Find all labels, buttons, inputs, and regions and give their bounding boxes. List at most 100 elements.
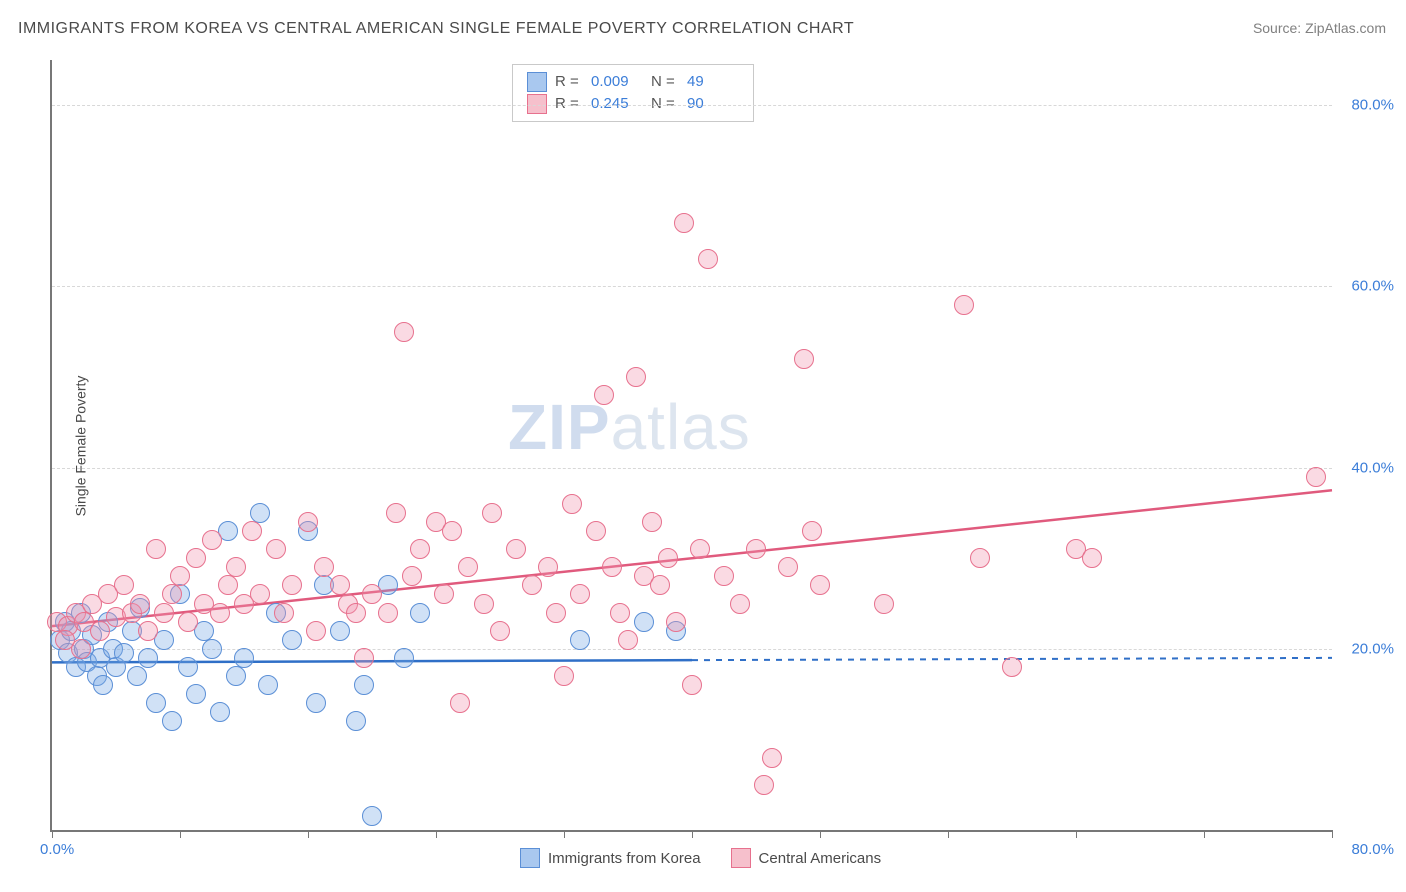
scatter-point [258, 675, 278, 695]
watermark-atlas: atlas [611, 391, 751, 463]
y-tick-label: 80.0% [1351, 97, 1394, 114]
scatter-point [746, 539, 766, 559]
scatter-point [138, 648, 158, 668]
scatter-point [127, 666, 147, 686]
scatter-point [626, 367, 646, 387]
scatter-point [378, 603, 398, 623]
legend-n-label: N = [651, 93, 679, 115]
y-tick-label: 60.0% [1351, 278, 1394, 295]
scatter-point [410, 539, 430, 559]
scatter-point [410, 603, 430, 623]
scatter-point [130, 594, 150, 614]
scatter-point [442, 521, 462, 541]
scatter-point [354, 675, 374, 695]
legend-r-label: R = [555, 71, 583, 93]
scatter-point [154, 603, 174, 623]
scatter-point [698, 249, 718, 269]
scatter-point [330, 575, 350, 595]
scatter-point [434, 584, 454, 604]
scatter-point [538, 557, 558, 577]
plot-area: ZIPatlas 0.0% 80.0% R =0.009N =49R =0.24… [50, 60, 1332, 832]
scatter-point [114, 575, 134, 595]
scatter-point [386, 503, 406, 523]
gridline [52, 105, 1332, 106]
correlation-legend: R =0.009N =49R =0.245N =90 [512, 64, 754, 122]
x-tick [436, 830, 437, 838]
scatter-point [954, 295, 974, 315]
scatter-point [650, 575, 670, 595]
scatter-point [562, 494, 582, 514]
legend-r-value: 0.245 [591, 93, 643, 115]
x-tick [308, 830, 309, 838]
gridline [52, 468, 1332, 469]
scatter-point [162, 584, 182, 604]
x-axis-max-label: 80.0% [1351, 841, 1394, 858]
legend-item: Immigrants from Korea [520, 848, 701, 868]
scatter-point [970, 548, 990, 568]
scatter-point [690, 539, 710, 559]
scatter-point [1082, 548, 1102, 568]
legend-swatch [520, 848, 540, 868]
scatter-point [762, 748, 782, 768]
watermark: ZIPatlas [508, 390, 751, 464]
x-tick [564, 830, 565, 838]
scatter-point [570, 584, 590, 604]
scatter-point [146, 539, 166, 559]
legend-row: R =0.245N =90 [527, 93, 739, 115]
scatter-point [506, 539, 526, 559]
scatter-point [618, 630, 638, 650]
legend-item-label: Central Americans [759, 850, 882, 867]
scatter-point [490, 621, 510, 641]
scatter-point [330, 621, 350, 641]
scatter-point [354, 648, 374, 668]
x-tick [948, 830, 949, 838]
scatter-point [682, 675, 702, 695]
scatter-point [282, 575, 302, 595]
scatter-point [522, 575, 542, 595]
scatter-point [474, 594, 494, 614]
scatter-point [186, 684, 206, 704]
scatter-point [146, 693, 166, 713]
scatter-point [306, 621, 326, 641]
legend-n-label: N = [651, 71, 679, 93]
scatter-point [586, 521, 606, 541]
x-tick [1076, 830, 1077, 838]
scatter-point [234, 648, 254, 668]
scatter-point [754, 775, 774, 795]
scatter-point [658, 548, 678, 568]
scatter-point [178, 612, 198, 632]
legend-row: R =0.009N =49 [527, 71, 739, 93]
scatter-point [346, 711, 366, 731]
scatter-point [282, 630, 302, 650]
legend-r-label: R = [555, 93, 583, 115]
scatter-point [274, 603, 294, 623]
source-attribution: Source: ZipAtlas.com [1253, 20, 1386, 36]
scatter-point [266, 539, 286, 559]
x-tick [52, 830, 53, 838]
y-tick-label: 40.0% [1351, 459, 1394, 476]
x-tick [1332, 830, 1333, 838]
scatter-point [210, 603, 230, 623]
legend-swatch [731, 848, 751, 868]
scatter-point [674, 213, 694, 233]
scatter-point [250, 503, 270, 523]
scatter-point [714, 566, 734, 586]
scatter-point [730, 594, 750, 614]
scatter-point [298, 512, 318, 532]
scatter-point [802, 521, 822, 541]
scatter-point [114, 643, 134, 663]
legend-n-value: 49 [687, 71, 739, 93]
scatter-point [810, 575, 830, 595]
gridline [52, 286, 1332, 287]
scatter-point [178, 657, 198, 677]
scatter-point [93, 675, 113, 695]
scatter-point [314, 557, 334, 577]
source-prefix: Source: [1253, 20, 1305, 36]
scatter-point [394, 322, 414, 342]
scatter-point [306, 693, 326, 713]
scatter-point [250, 584, 270, 604]
y-tick-label: 20.0% [1351, 640, 1394, 657]
chart-title: IMMIGRANTS FROM KOREA VS CENTRAL AMERICA… [18, 20, 854, 38]
scatter-point [226, 666, 246, 686]
scatter-point [346, 603, 366, 623]
